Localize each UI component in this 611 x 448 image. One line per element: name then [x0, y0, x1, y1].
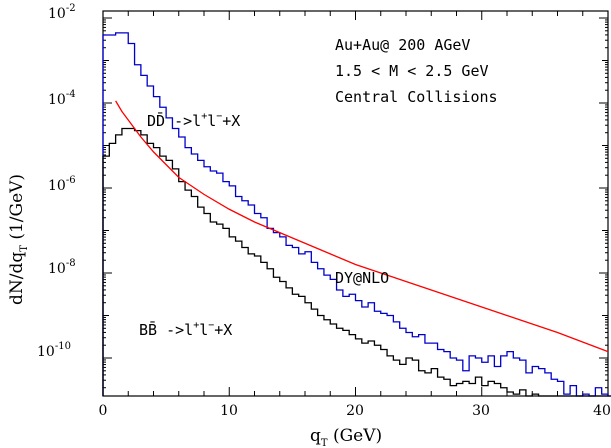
annotation-mass-range: 1.5 < M < 2.5 GeV [335, 62, 489, 80]
x-tick-label: 20 [346, 403, 364, 419]
x-tick-label: 40 [593, 403, 611, 419]
x-axis-title: qT (GeV) [310, 426, 382, 448]
y-axis-title: dN/dqT (1/GeV) [7, 174, 30, 305]
y-tick-label: 10-2 [48, 3, 76, 22]
x-tick-label: 0 [99, 403, 108, 419]
annotation-system: Au+Au@ 200 AGeV [335, 36, 470, 54]
series-label-dy: DY@NLO [335, 269, 389, 287]
series-dy-curve [115, 100, 609, 353]
series-label-bb: BB̄ ->l+l−+X [139, 320, 232, 339]
y-tick-label: 10-6 [48, 175, 76, 194]
y-tick-label: 10-8 [48, 258, 76, 277]
y-tick-label: 10-4 [48, 89, 76, 108]
series-bb-histogram [102, 127, 611, 397]
x-tick-label: 30 [472, 403, 490, 419]
series-layer [102, 32, 611, 397]
series-label-dd: DD̄ ->l+l−+X [147, 111, 240, 130]
annotation-centrality: Central Collisions [335, 88, 498, 106]
x-tick-label: 10 [220, 403, 238, 419]
y-tick-label: 10-10 [37, 341, 71, 360]
